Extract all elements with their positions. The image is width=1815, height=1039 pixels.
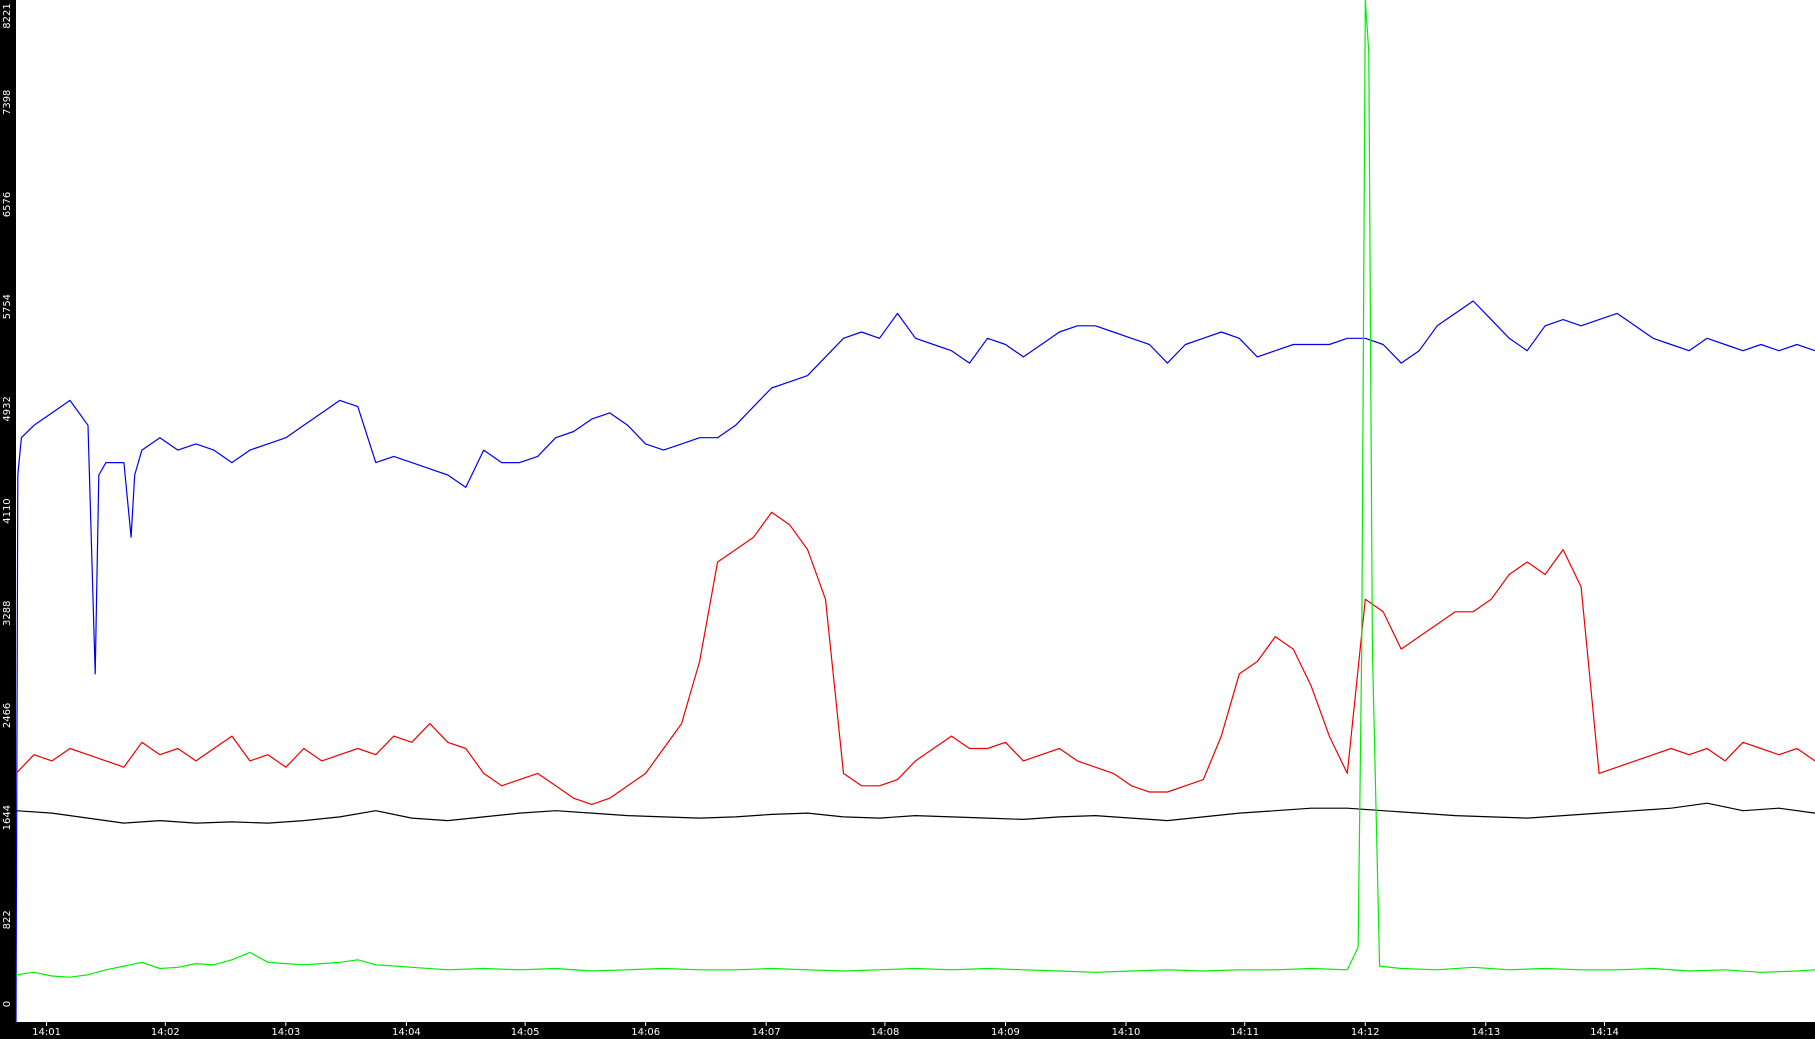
- y-tick-4: 3288: [2, 601, 13, 626]
- x-tick-label: 14:04: [392, 1027, 421, 1038]
- x-tick-4: 14:05: [511, 1022, 540, 1038]
- series-line-black: [15, 802, 1815, 824]
- x-tick-3: 14:04: [392, 1022, 421, 1038]
- y-tick-1: 822: [2, 910, 13, 929]
- x-tick-5: 14:06: [631, 1022, 660, 1038]
- y-tick-label: 4932: [2, 396, 13, 421]
- y-tick-3: 2466: [2, 703, 13, 728]
- y-axis: 0 822 1644 2466 3288 4110 4932 5754 6576 7398 8221: [2, 3, 13, 1007]
- y-tick-5: 4110: [2, 498, 13, 523]
- x-tick-10: 14:11: [1230, 1022, 1259, 1038]
- x-axis: 14:01 14:02 14:03 14:04 14:05 14:06 14:07 14:08…: [32, 1022, 1619, 1038]
- x-tick-label: 14:06: [631, 1027, 660, 1038]
- x-tick-label: 14:03: [271, 1027, 300, 1038]
- x-tick-7: 14:08: [871, 1022, 900, 1038]
- y-tick-label: 1644: [2, 805, 13, 830]
- x-tick-2: 14:03: [271, 1022, 300, 1038]
- y-tick-10: 8221: [2, 3, 13, 28]
- x-tick-1: 14:02: [151, 1022, 180, 1038]
- series-line-red: [15, 511, 1815, 806]
- x-tick-label: 14:12: [1351, 1027, 1380, 1038]
- y-tick-7: 5754: [2, 294, 13, 319]
- x-tick-label: 14:09: [991, 1027, 1020, 1038]
- y-tick-label: 7398: [2, 90, 13, 115]
- x-tick-label: 14:01: [32, 1027, 61, 1038]
- x-tick-label: 14:02: [151, 1027, 180, 1038]
- x-tick-12: 14:13: [1471, 1022, 1500, 1038]
- x-tick-label: 14:07: [752, 1027, 781, 1038]
- x-tick-8: 14:09: [991, 1022, 1020, 1038]
- x-tick-label: 14:11: [1230, 1027, 1259, 1038]
- x-tick-label: 14:13: [1471, 1027, 1500, 1038]
- x-tick-13: 14:14: [1590, 1022, 1619, 1038]
- series-layer: [15, 0, 1815, 1023]
- y-tick-label: 2466: [2, 703, 13, 728]
- x-tick-6: 14:07: [752, 1022, 781, 1038]
- x-tick-0: 14:01: [32, 1022, 61, 1038]
- y-tick-label: 822: [2, 910, 13, 929]
- y-tick-9: 7398: [2, 90, 13, 115]
- y-tick-2: 1644: [2, 805, 13, 830]
- y-tick-8: 6576: [2, 192, 13, 217]
- y-tick-6: 4932: [2, 396, 13, 421]
- y-tick-label: 0: [2, 1001, 13, 1007]
- x-tick-label: 14:05: [511, 1027, 540, 1038]
- x-tick-label: 14:10: [1112, 1027, 1141, 1038]
- series-line-green: [15, 0, 1815, 978]
- series-line-blue: [15, 300, 1815, 1023]
- y-tick-label: 5754: [2, 294, 13, 319]
- x-tick-9: 14:10: [1112, 1022, 1141, 1038]
- y-tick-label: 3288: [2, 601, 13, 626]
- x-tick-11: 14:12: [1351, 1022, 1380, 1038]
- y-tick-0: 0: [2, 1001, 13, 1007]
- y-tick-label: 6576: [2, 192, 13, 217]
- x-tick-label: 14:08: [871, 1027, 900, 1038]
- x-tick-label: 14:14: [1590, 1027, 1619, 1038]
- y-tick-label: 4110: [2, 498, 13, 523]
- plot-area: [16, 0, 1815, 1022]
- y-tick-label: 8221: [2, 3, 13, 28]
